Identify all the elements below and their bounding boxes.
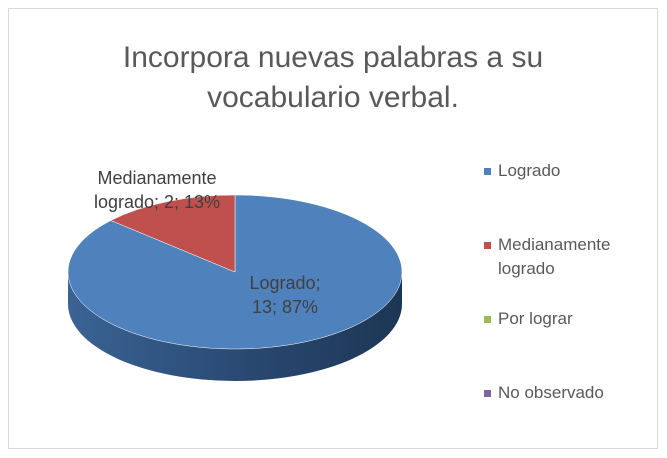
- legend-swatch: [484, 168, 491, 175]
- chart-border: [8, 8, 658, 449]
- pie-side: [68, 272, 402, 381]
- data-label: Medianamente logrado; 2; 13%: [93, 168, 221, 212]
- pie-slice: [110, 194, 236, 273]
- legend-swatch: [484, 242, 491, 249]
- legend-label: Por lograr: [498, 309, 573, 328]
- legend-label: Logrado: [498, 161, 561, 180]
- legend-label: No observado: [498, 383, 604, 402]
- data-label: Logrado; 13; 87%: [249, 273, 321, 317]
- legend-swatch: [484, 316, 491, 323]
- chart-title: Incorpora nuevas palabras a su vocabular…: [122, 41, 544, 114]
- legend-label: Medianamente logrado: [498, 235, 611, 278]
- legend-swatch: [484, 390, 491, 397]
